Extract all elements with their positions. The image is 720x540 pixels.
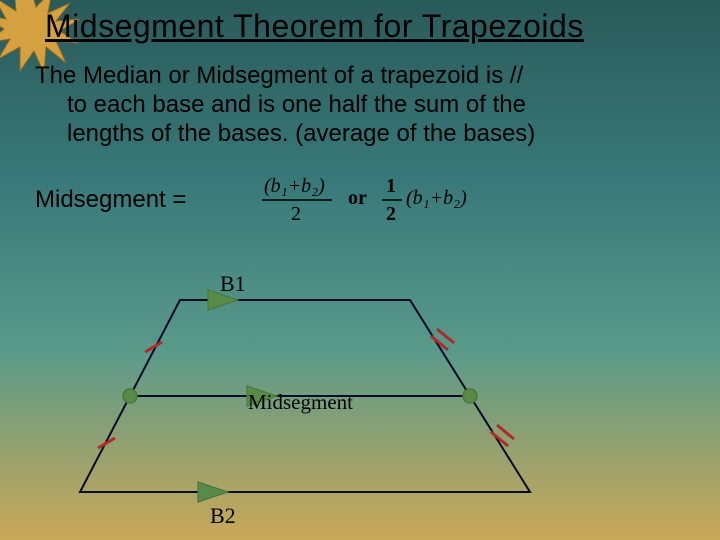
formula-expression: (b₁+b₂) 2 or 1 2 (b₁+b₂)	[256, 170, 526, 230]
congruence-tick	[437, 329, 454, 343]
midpoint-dot	[463, 389, 477, 403]
formula-label: Midsegment =	[35, 186, 186, 214]
midpoint-dot	[123, 389, 137, 403]
tick-marks-double	[431, 329, 514, 446]
formula-or: or	[348, 187, 367, 209]
page-title: Midsegment Theorem for Trapezoids	[45, 8, 584, 45]
label-base-2: B2	[210, 503, 236, 529]
text-line-1: The Median or Midsegment of a trapezoid …	[35, 62, 523, 89]
formula-right-expr: (b₁+b₂)	[406, 187, 467, 209]
formula-right-frac-num: 1	[386, 175, 396, 197]
formula-left-den: 2	[291, 203, 301, 225]
formula-left-num: (b₁+b₂)	[264, 175, 325, 197]
text-line-3: lengths of the bases. (average of the ba…	[35, 120, 695, 149]
congruence-tick	[497, 425, 514, 439]
formula-right-frac-den: 2	[386, 203, 396, 225]
theorem-text: The Median or Midsegment of a trapezoid …	[35, 62, 695, 148]
text-line-2: to each base and is one half the sum of …	[35, 91, 695, 120]
label-base-1: B1	[220, 271, 246, 297]
label-midsegment: Midsegment	[248, 390, 353, 415]
parallel-arrow-icon	[198, 482, 228, 502]
